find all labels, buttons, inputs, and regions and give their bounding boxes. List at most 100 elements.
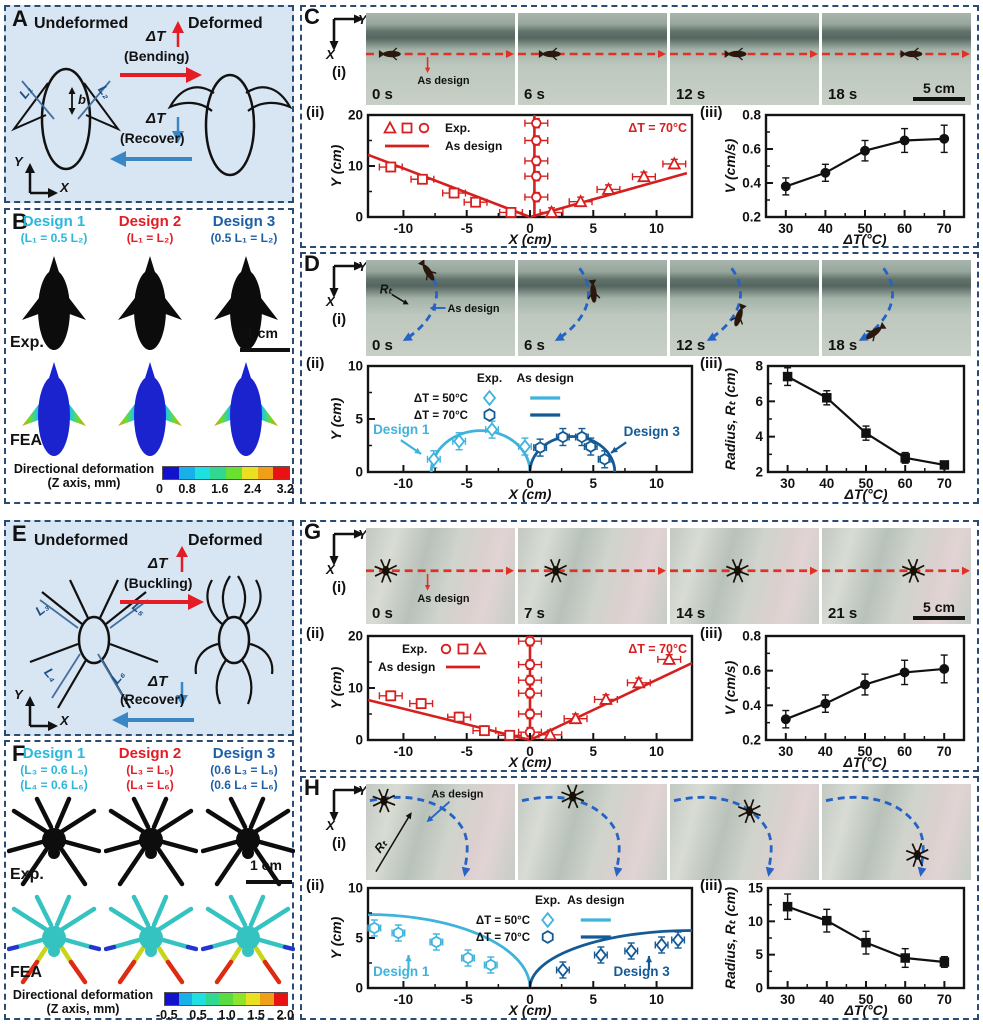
filled-square-marker <box>861 428 871 438</box>
arrowhead <box>961 50 971 58</box>
square-marker <box>504 729 516 741</box>
y-axis-title: Y (cm) <box>328 144 344 187</box>
filled-square-marker <box>861 937 871 948</box>
timestamp: 6 s <box>524 86 545 103</box>
photo-frame: 14 s <box>670 528 819 624</box>
y-tick-label: 10 <box>348 681 363 696</box>
photo-overlay <box>673 795 775 877</box>
colorbar-segment <box>232 993 247 1005</box>
hexagon-marker <box>585 440 597 453</box>
sub-ii: (ii) <box>306 104 325 121</box>
triangle-marker <box>543 727 558 741</box>
sub-iii: (iii) <box>700 877 723 894</box>
y-axis-label: Y <box>358 783 368 798</box>
photo-overlay: As design <box>366 558 515 605</box>
x-axis-label: X <box>325 47 336 61</box>
as-design-dashed-curve <box>521 795 621 872</box>
legend-row-label: ΔT = 50°C <box>476 915 530 927</box>
y-axis-title: Radius, Rₜ (cm) <box>722 368 738 470</box>
y-tick-label: 2 <box>755 465 763 480</box>
arrowhead <box>405 812 412 820</box>
spider-robot-icon <box>726 558 750 583</box>
square-marker <box>453 711 465 723</box>
colorbar-segment <box>273 993 288 1005</box>
panel-c-label: C <box>304 4 320 29</box>
plot-frame <box>366 364 694 474</box>
y-tick-label: 0.8 <box>742 109 761 123</box>
x-tick-label: 40 <box>819 476 834 491</box>
spider-robot-icon <box>905 842 929 868</box>
x-tick-label: 40 <box>819 992 834 1007</box>
triangle-marker <box>568 711 583 725</box>
spider-robot-icon <box>372 788 396 813</box>
square-marker <box>401 122 413 134</box>
x-axis-title: X (cm) <box>508 231 552 247</box>
y-axis-label: Y <box>14 687 23 702</box>
recover-caption: (Recover) <box>120 130 185 146</box>
diamond-marker <box>655 937 668 953</box>
fish-robot-icon <box>378 47 401 61</box>
y-tick-label: 0 <box>755 981 763 996</box>
circle-marker <box>524 674 536 686</box>
sub-iii: (iii) <box>700 104 723 121</box>
scalebar-label: 1 cm <box>246 325 278 341</box>
legend-exp: Exp. <box>535 893 560 907</box>
photo-frame <box>822 784 971 880</box>
triangle-marker <box>667 156 682 170</box>
colorbar-ticks: -0.5 0.5 1.0 1.5 2.0 <box>156 1008 294 1022</box>
arrowhead <box>402 299 409 305</box>
design3-formula: (0.5 L₁ = L₂) <box>210 231 278 245</box>
arrowhead <box>706 332 717 341</box>
colorbar-segment <box>273 467 289 479</box>
y-tick-label: 10 <box>348 882 363 896</box>
panel-g-label: G <box>304 519 322 544</box>
timestamp: 0 s <box>372 86 393 103</box>
panel-e-label: E <box>12 521 27 546</box>
triangle-marker <box>601 181 616 195</box>
photo-overlay <box>518 558 667 583</box>
y-tick-label: 20 <box>348 630 363 644</box>
y-tick-label: 5 <box>355 412 363 427</box>
x-tick-label: 10 <box>649 221 664 236</box>
design1-name: Design 1 <box>22 745 86 762</box>
x-tick-label: 30 <box>778 221 793 236</box>
plot-frame <box>764 113 966 219</box>
exp-spider-3 <box>201 796 295 888</box>
arrowhead <box>424 584 431 591</box>
diamond-marker <box>485 422 499 438</box>
triangle-marker <box>383 120 397 134</box>
y-tick-label: 0 <box>355 733 363 748</box>
photo-frame: 6 s <box>518 13 667 105</box>
scale-bar: 5 cm <box>913 80 965 101</box>
fish-robot-icon <box>724 47 747 61</box>
design2-name: Design 2 <box>118 745 182 762</box>
y-tick-label: 0.6 <box>742 663 761 678</box>
x-tick-label: 30 <box>780 992 795 1007</box>
photo-frame: 12 s <box>670 13 819 105</box>
x-tick-label: 10 <box>649 744 664 759</box>
colorbar-segment <box>257 467 274 479</box>
y-tick-label: 6 <box>755 394 763 409</box>
panel-a-label: A <box>12 6 28 31</box>
design2-formula1: (L₃ = L₅) <box>126 763 174 777</box>
sub-i: (i) <box>332 579 347 596</box>
design1-name: Design 1 <box>22 213 86 230</box>
as-design-dashed-curve <box>708 267 742 341</box>
square-marker <box>415 698 427 709</box>
panel-a-diagram-svg <box>10 21 292 198</box>
fea-row-label: FEA <box>10 432 42 449</box>
diamond-marker <box>427 451 440 467</box>
arrowhead <box>961 566 971 575</box>
panel-f: F Design 1 Design 2 Design 3 (L₃ = 0.6 L… <box>4 740 295 1022</box>
arrowhead <box>414 447 422 454</box>
circle-marker <box>524 635 536 647</box>
as-design-dashed-curve <box>369 795 469 872</box>
x-tick-label: 0 <box>526 744 534 759</box>
undeformed-heading: Undeformed <box>34 15 129 32</box>
colorbar-segment <box>246 993 260 1005</box>
x-tick-label: -10 <box>394 744 414 759</box>
photo-strip: As design Rₜ <box>366 784 971 880</box>
timestamp: 18 s <box>828 337 858 354</box>
design3-formula1: (0.6 L₃ = L₅) <box>210 763 278 777</box>
deformed-heading: Deformed <box>188 15 263 32</box>
